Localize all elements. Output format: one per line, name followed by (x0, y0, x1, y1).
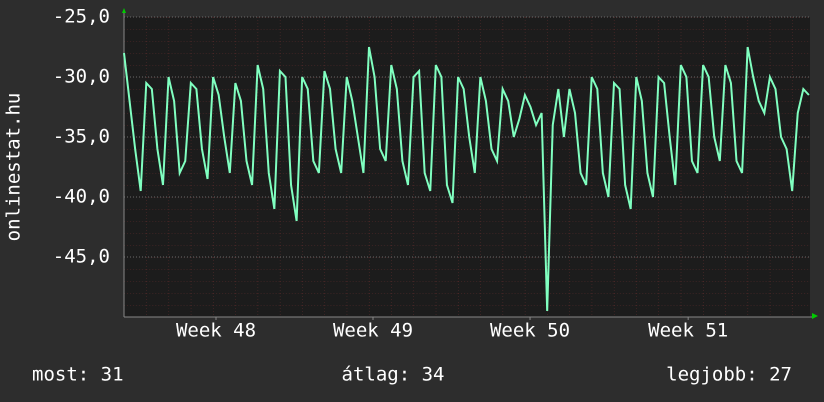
y-tick-label: -35,0 (53, 126, 110, 148)
y-tick-label: -30,0 (53, 66, 110, 88)
x-tick-label: Week 50 (490, 320, 570, 342)
stat-average: átlag: 34 (342, 364, 445, 386)
y-tick-label: -25,0 (53, 6, 110, 28)
x-tick-label: Week 49 (333, 320, 413, 342)
axis-arrow (812, 313, 818, 319)
y-axis-label: onlinestat.hu (3, 93, 25, 242)
x-tick-label: Week 51 (648, 320, 728, 342)
x-tick-label: Week 48 (176, 320, 256, 342)
minor-grid (124, 17, 810, 317)
stat-best: legjobb: 27 (666, 364, 792, 386)
stat-current: most: 31 (32, 364, 124, 386)
y-tick-label: -45,0 (53, 246, 110, 268)
data-line (123, 46, 810, 312)
axis-arrow (122, 8, 126, 13)
y-tick-label: -40,0 (53, 186, 110, 208)
